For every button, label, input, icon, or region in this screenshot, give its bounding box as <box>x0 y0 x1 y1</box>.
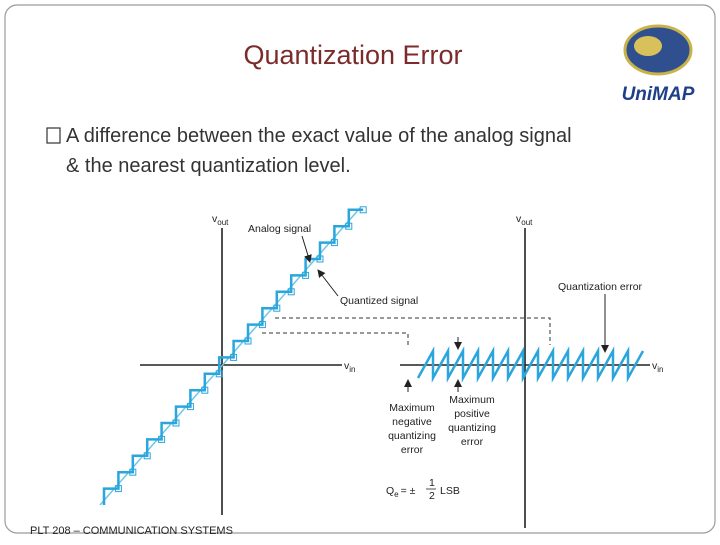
max-positive-label: Maximum positive quantizing error <box>448 394 496 448</box>
label: Quantized signal <box>340 295 418 307</box>
slide-frame <box>4 4 716 534</box>
label-line: error <box>461 436 484 448</box>
logo-text: UniMAP <box>622 84 695 105</box>
label-line: Maximum <box>449 394 495 406</box>
axis-label: vin <box>652 360 663 374</box>
title: Quantization Error <box>243 40 462 70</box>
formula-unit: LSB <box>440 485 460 497</box>
formula-num: 1 <box>429 477 435 489</box>
quantized-line <box>102 208 364 505</box>
label-line: negative <box>392 416 432 428</box>
label: Analog signal <box>248 223 311 235</box>
label-line: quantizing <box>388 430 436 442</box>
label-line: Maximum <box>389 402 435 414</box>
axis-label: vin <box>344 360 355 374</box>
formula-den: 2 <box>429 490 435 502</box>
guides <box>262 317 551 348</box>
staircase <box>99 206 367 506</box>
bullet <box>46 127 61 144</box>
label: Quantization error <box>558 281 643 293</box>
sawtooth <box>416 346 645 383</box>
label-line: quantizing <box>448 422 496 434</box>
label-line: error <box>401 444 424 456</box>
bullet-text: & the nearest quantization level. <box>66 155 351 177</box>
formula: Qe = ± 1 2 LSB <box>386 477 460 502</box>
axis-label: vout <box>516 213 533 227</box>
bullet-text: A difference between the exact value of … <box>66 125 572 147</box>
label-line: positive <box>454 408 490 420</box>
formula-lhs: Qe = ± <box>386 485 416 499</box>
max-negative-label: Maximum negative quantizing error <box>388 402 436 456</box>
arrows <box>301 235 609 392</box>
error-wave <box>416 346 645 383</box>
logo: UniMAP <box>622 24 695 105</box>
axis-label: vout <box>212 213 229 227</box>
footer: PLT 208 – COMMUNICATION SYSTEMS <box>30 525 233 537</box>
